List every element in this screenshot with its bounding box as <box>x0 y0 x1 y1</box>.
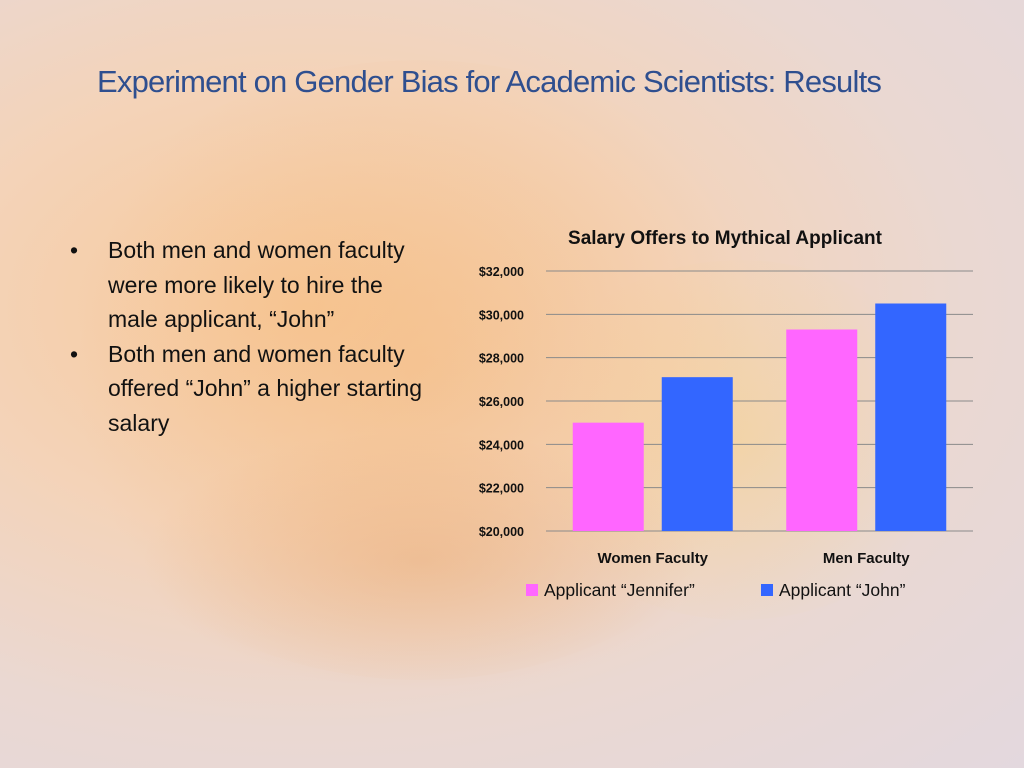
bullet-item: • Both men and women faculty were more l… <box>66 233 426 337</box>
bar <box>572 422 644 531</box>
legend-label: Applicant “Jennifer” <box>544 580 695 600</box>
y-tick-label: $22,000 <box>479 482 524 496</box>
y-tick-label: $26,000 <box>479 395 524 409</box>
bar-chart: Salary Offers to Mythical Applicant $20,… <box>479 228 973 600</box>
y-axis: $20,000 $22,000 $24,000 $26,000 $28,000 $30,0… <box>479 265 524 539</box>
bullet-text: Both men and women faculty were more lik… <box>108 237 405 332</box>
bullet-item: • Both men and women faculty offered “Jo… <box>66 337 426 441</box>
bullet-symbol: • <box>70 340 79 367</box>
bullet-list: • Both men and women faculty were more l… <box>66 233 426 440</box>
y-tick-label: $20,000 <box>479 525 524 539</box>
legend-swatch <box>761 584 773 596</box>
bars <box>572 303 947 531</box>
bullet-text: Both men and women faculty offered “John… <box>108 340 423 436</box>
bullet-symbol: • <box>70 237 79 263</box>
y-tick-label: $30,000 <box>479 308 524 322</box>
bar <box>786 329 858 531</box>
bar <box>875 303 947 531</box>
background-glow <box>40 60 800 680</box>
x-tick-label: Women Faculty <box>597 550 708 567</box>
slide-title: Experiment on Gender Bias for Academic S… <box>97 64 882 99</box>
y-tick-label: $24,000 <box>479 438 524 452</box>
chart-title: Salary Offers to Mythical Applicant <box>568 228 883 249</box>
legend-swatch <box>526 584 538 596</box>
legend: Applicant “Jennifer” Applicant “John” <box>526 580 906 600</box>
y-tick-label: $28,000 <box>479 352 524 366</box>
x-axis: Women Faculty Men Faculty <box>597 550 910 567</box>
y-tick-label: $32,000 <box>479 265 524 279</box>
x-tick-label: Men Faculty <box>823 550 910 567</box>
legend-label: Applicant “John” <box>779 580 906 600</box>
bar <box>661 377 733 531</box>
